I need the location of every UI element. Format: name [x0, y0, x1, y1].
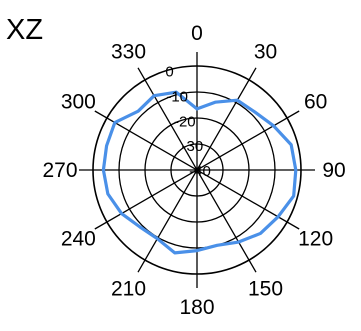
angular-tick-label: 240 [61, 228, 96, 251]
grid-spoke [137, 67, 257, 273]
angular-tick-labels: 0 30 60 90 120 150 180 210 240 270 300 330 [42, 22, 345, 319]
angular-tick-label: 30 [254, 40, 277, 63]
radial-tick-label: -20 [174, 113, 196, 130]
angular-tick-label: 0 [191, 22, 203, 45]
angular-tick-label: 150 [248, 278, 283, 301]
radial-tick-label: -30 [182, 138, 204, 155]
series-line-0 [101, 90, 298, 255]
angular-tick-label: 210 [111, 278, 146, 301]
radial-tick-label: 0 [165, 64, 173, 81]
radial-tick-label: -40 [189, 163, 211, 180]
radial-tick-labels: 0 -10 -20 -30 -40 [165, 64, 210, 180]
angular-tick-label: 330 [111, 40, 146, 63]
data-layer [101, 90, 298, 255]
angular-tick-label: 90 [322, 159, 345, 182]
angular-tick-label: 60 [304, 91, 327, 114]
angular-tick-label: 300 [61, 91, 96, 114]
radial-tick-label: -10 [166, 88, 188, 105]
angular-tick-label: 120 [298, 228, 333, 251]
angular-tick-label: 270 [42, 159, 77, 182]
angular-tick-label: 180 [179, 296, 214, 319]
chart-title: XZ [6, 14, 44, 46]
